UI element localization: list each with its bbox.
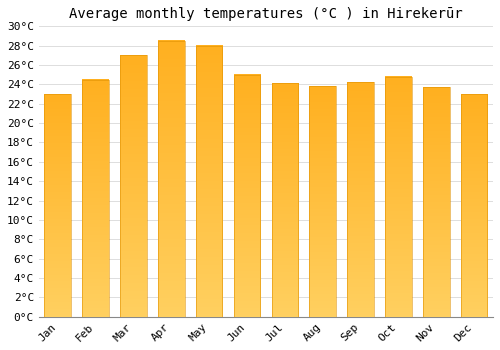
Bar — [348, 83, 374, 317]
Bar — [158, 41, 184, 317]
Bar — [120, 55, 146, 317]
Bar — [196, 46, 222, 317]
Bar — [234, 75, 260, 317]
Bar — [44, 94, 71, 317]
Bar — [272, 83, 298, 317]
Title: Average monthly temperatures (°C ) in Hirekerūr: Average monthly temperatures (°C ) in Hi… — [69, 7, 462, 21]
Bar — [461, 94, 487, 317]
Bar — [310, 86, 336, 317]
Bar — [385, 77, 411, 317]
Bar — [82, 79, 109, 317]
Bar — [423, 87, 450, 317]
